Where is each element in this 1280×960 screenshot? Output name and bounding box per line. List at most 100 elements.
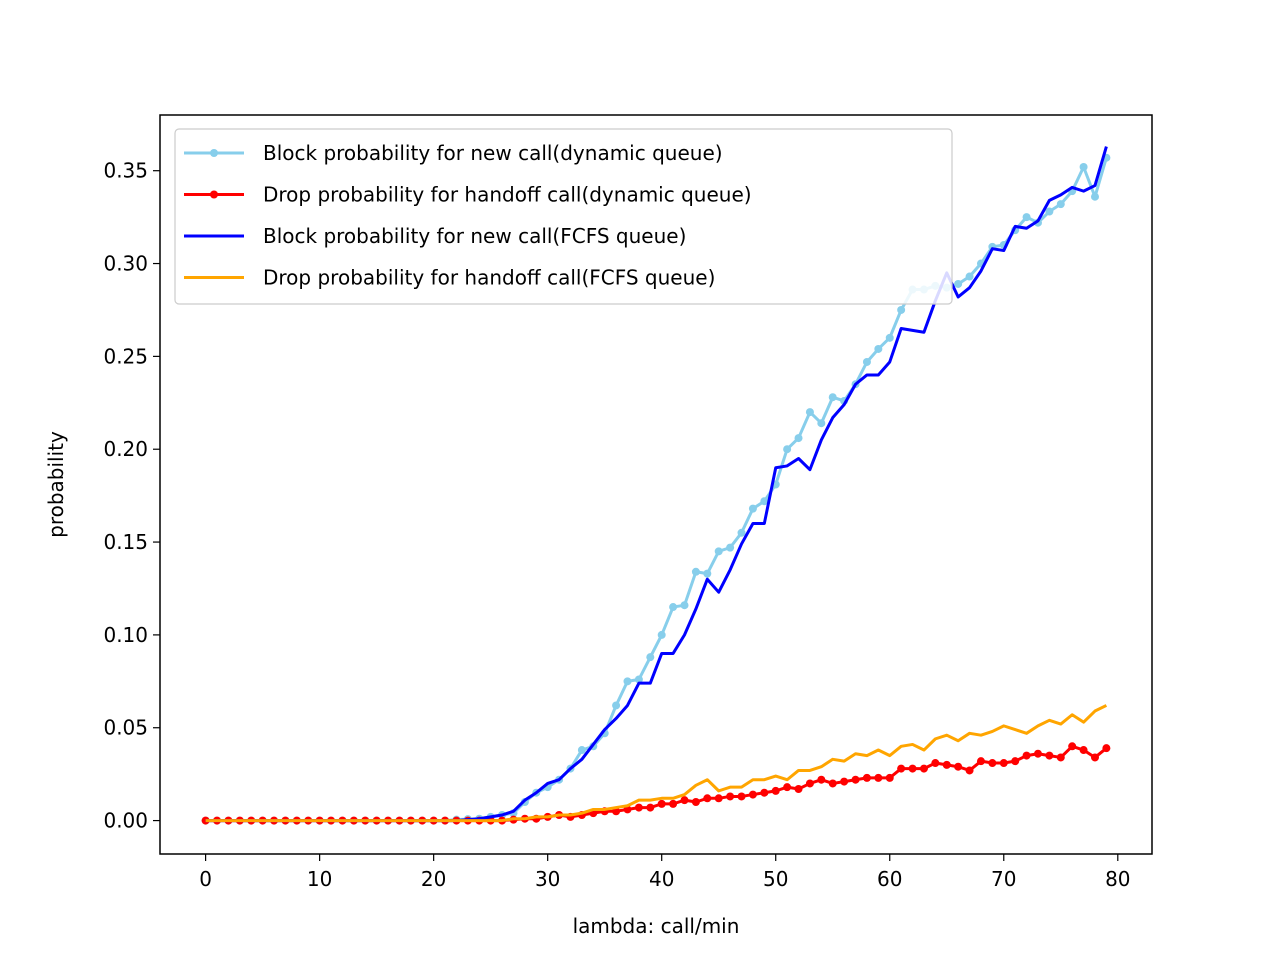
legend-item-2: Block probability for new call(FCFS queu… (184, 224, 686, 248)
data-point (760, 497, 769, 506)
data-point (714, 547, 723, 556)
x-tick-label: 20 (421, 867, 446, 891)
x-tick-label: 50 (763, 867, 788, 891)
data-point (805, 779, 814, 788)
y-tick-label: 0.25 (103, 344, 148, 368)
data-point (817, 419, 826, 428)
y-axis-label: probability (44, 431, 68, 538)
data-point (954, 279, 963, 288)
data-point (634, 803, 643, 812)
data-point (1011, 757, 1020, 766)
plot-area (201, 146, 1111, 825)
y-tick-label: 0.35 (103, 159, 148, 183)
series-3 (205, 704, 1108, 823)
data-point (885, 773, 894, 782)
series-line-3 (205, 704, 1108, 823)
data-point (1045, 207, 1054, 216)
data-point (646, 653, 655, 662)
data-point (714, 794, 723, 803)
y-tick-label: 0.10 (103, 623, 148, 647)
data-point (840, 777, 849, 786)
data-point (1102, 744, 1111, 753)
data-point (862, 357, 871, 366)
data-point (828, 779, 837, 788)
data-point (794, 785, 803, 794)
y-tick-label: 0.20 (103, 437, 148, 461)
y-tick-label: 0.15 (103, 530, 148, 554)
data-point (748, 790, 757, 799)
x-tick-label: 80 (1105, 867, 1130, 891)
data-point (737, 792, 746, 801)
data-point (1090, 753, 1099, 762)
data-point (976, 757, 985, 766)
data-point (851, 775, 860, 784)
data-point (1079, 746, 1088, 755)
data-point (965, 766, 974, 775)
data-point (703, 569, 712, 578)
legend: Block probability for new call(dynamic q… (174, 128, 953, 305)
data-point (634, 675, 643, 684)
data-point (612, 701, 621, 710)
data-point (1079, 162, 1088, 171)
legend-label: Drop probability for handoff call(dynami… (263, 183, 752, 207)
data-point (760, 788, 769, 797)
legend-item-0: Block probability for new call(dynamic q… (184, 141, 723, 165)
x-tick-label: 10 (307, 867, 332, 891)
data-point (817, 775, 826, 784)
data-point (908, 764, 917, 773)
data-point (874, 773, 883, 782)
data-point (999, 759, 1008, 768)
data-point (726, 543, 735, 552)
data-point (680, 796, 689, 805)
data-point (862, 773, 871, 782)
x-tick-label: 30 (535, 867, 560, 891)
data-point (897, 764, 906, 773)
data-point (726, 792, 735, 801)
x-tick-label: 40 (649, 867, 674, 891)
data-point (931, 759, 940, 768)
data-point (828, 393, 837, 402)
legend-box (174, 128, 953, 305)
data-point (1045, 751, 1054, 760)
data-point (680, 601, 689, 610)
data-point (1056, 753, 1065, 762)
data-point (657, 630, 666, 639)
legend-label: Block probability for new call(dynamic q… (263, 141, 723, 165)
x-tick-label: 70 (991, 867, 1016, 891)
y-tick-label: 0.00 (103, 809, 148, 833)
legend-label: Drop probability for handoff call(FCFS q… (263, 266, 715, 290)
legend-label: Block probability for new call(FCFS queu… (263, 224, 686, 248)
axes: 0 10 20 30 40 50 60 70 80 0.00 0.05 0.10 0.15 0.20 0.2… (103, 159, 1130, 891)
data-point (988, 759, 997, 768)
data-point (646, 803, 655, 812)
axes-frame (159, 114, 1153, 855)
data-point (691, 567, 700, 576)
data-point (965, 272, 974, 281)
data-point (703, 794, 712, 803)
data-point (942, 760, 951, 769)
x-tick-label: 0 (199, 867, 212, 891)
data-point (1022, 213, 1031, 222)
data-point (954, 762, 963, 771)
y-tick-label: 0.05 (103, 716, 148, 740)
data-point (874, 344, 883, 353)
data-point (1033, 749, 1042, 758)
data-point (919, 764, 928, 773)
legend-marker (210, 149, 218, 157)
data-point (577, 746, 586, 755)
data-point (669, 799, 678, 808)
data-point (1090, 192, 1099, 201)
data-point (737, 528, 746, 537)
data-point (669, 603, 678, 612)
data-point (657, 799, 666, 808)
data-point (897, 305, 906, 314)
data-point (783, 445, 792, 454)
data-point (691, 798, 700, 807)
x-tick-label: 60 (877, 867, 902, 891)
legend-marker (210, 190, 218, 199)
legend-item-3: Drop probability for handoff call(FCFS q… (184, 266, 715, 290)
data-point (885, 333, 894, 342)
data-point (771, 786, 780, 795)
data-point (805, 408, 814, 417)
